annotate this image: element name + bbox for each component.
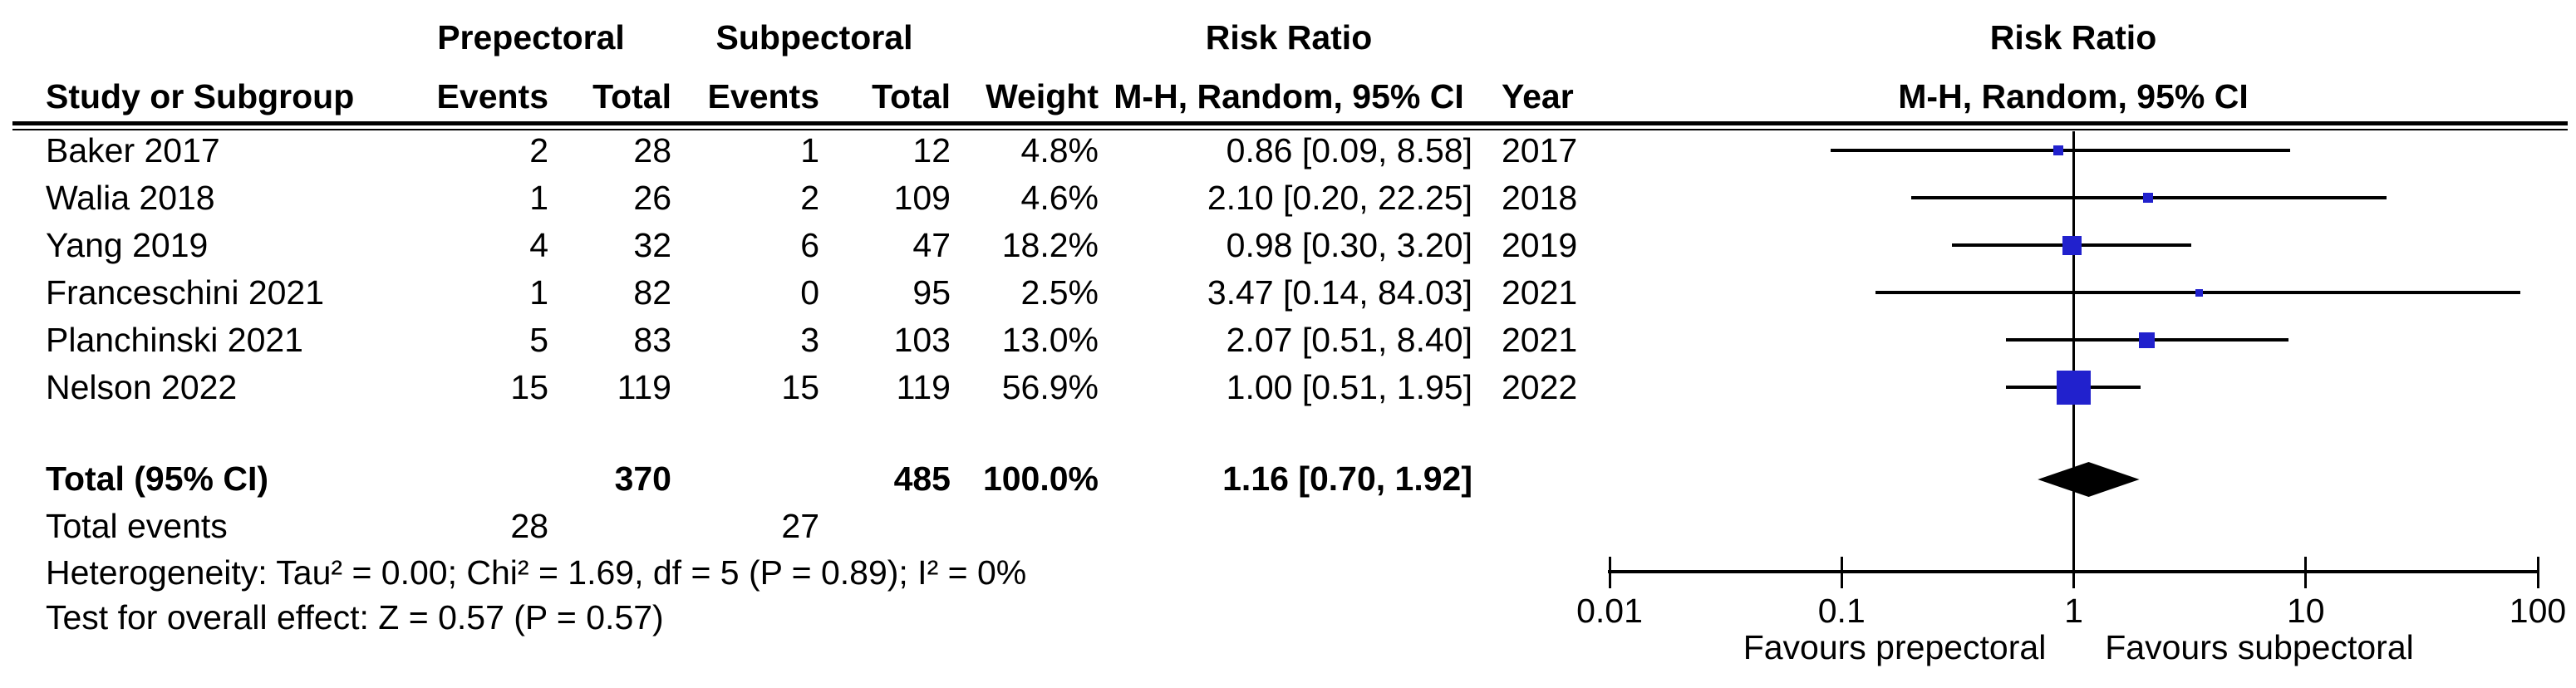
total-2: 47 xyxy=(912,226,951,264)
weight-sum: 100.0% xyxy=(982,459,1099,498)
column-header-total-2: Total xyxy=(872,77,951,115)
events-1: 15 xyxy=(510,368,548,406)
weight: 2.5% xyxy=(1020,273,1099,312)
risk-ratio-ci: 1.00 [0.51, 1.95] xyxy=(1226,368,1472,406)
events-1: 1 xyxy=(529,273,548,312)
effect-marker xyxy=(2143,193,2154,203)
total-events-label: Total events xyxy=(46,507,228,545)
events-1: 5 xyxy=(529,321,548,359)
axis-tick xyxy=(2072,557,2075,588)
column-header-total-1: Total xyxy=(592,77,671,115)
column-header-ci-plot: M-H, Random, 95% CI xyxy=(1898,77,2249,115)
total-1: 83 xyxy=(633,321,671,359)
weight: 4.6% xyxy=(1020,179,1099,217)
overall-effect-text: Test for overall effect: Z = 0.57 (P = 0… xyxy=(46,598,664,636)
total-2: 119 xyxy=(896,368,951,406)
header-rule-thick xyxy=(12,121,2568,125)
effect-header-left: Risk Ratio xyxy=(1205,18,1373,57)
events-2: 15 xyxy=(781,368,819,406)
weight: 18.2% xyxy=(1001,226,1099,264)
group-header-subpectoral: Subpectoral xyxy=(715,18,913,57)
risk-ratio-ci: 2.07 [0.51, 8.40] xyxy=(1226,321,1472,359)
effect-marker xyxy=(2139,332,2156,348)
effect-marker xyxy=(2062,235,2082,255)
year: 2019 xyxy=(1502,226,1578,264)
year: 2017 xyxy=(1502,131,1578,170)
total-events-1: 28 xyxy=(510,507,548,545)
axis-tick xyxy=(1608,557,1611,588)
events-2: 3 xyxy=(800,321,819,359)
study-label: Baker 2017 xyxy=(46,131,220,170)
pooled-risk-ratio-ci: 1.16 [0.70, 1.92] xyxy=(1222,459,1472,498)
pooled-diamond xyxy=(2038,462,2140,497)
total-1: 119 xyxy=(617,368,671,406)
heterogeneity-text: Heterogeneity: Tau² = 0.00; Chi² = 1.69,… xyxy=(46,553,1027,592)
column-header-events-1: Events xyxy=(436,77,548,115)
group-header-prepectoral: Prepectoral xyxy=(437,18,625,57)
weight: 56.9% xyxy=(1001,368,1099,406)
favours-left-label: Favours prepectoral xyxy=(1743,628,2047,666)
risk-ratio-ci: 3.47 [0.14, 84.03] xyxy=(1207,273,1472,312)
total-2-sum: 485 xyxy=(893,459,951,498)
year: 2021 xyxy=(1502,273,1578,312)
effect-marker xyxy=(2057,370,2091,405)
study-label: Yang 2019 xyxy=(46,226,209,264)
events-2: 1 xyxy=(800,131,819,170)
effect-marker xyxy=(2195,288,2203,297)
total-2: 12 xyxy=(912,131,951,170)
study-label: Franceschini 2021 xyxy=(46,273,325,312)
risk-ratio-ci: 2.10 [0.20, 22.25] xyxy=(1207,179,1472,217)
axis-tick-label: 100 xyxy=(2509,592,2567,630)
total-1: 82 xyxy=(633,273,671,312)
column-header-year: Year xyxy=(1502,77,1574,115)
total-label: Total (95% CI) xyxy=(46,459,269,498)
study-label: Planchinski 2021 xyxy=(46,321,303,359)
events-1: 2 xyxy=(529,131,548,170)
events-1: 1 xyxy=(529,179,548,217)
weight: 4.8% xyxy=(1020,131,1099,170)
column-header-study: Study or Subgroup xyxy=(46,77,355,115)
total-1: 28 xyxy=(633,131,671,170)
total-2: 103 xyxy=(893,321,951,359)
header-rule-thin xyxy=(12,129,2568,130)
axis-tick xyxy=(1840,557,1843,588)
total-1-sum: 370 xyxy=(614,459,671,498)
total-2: 109 xyxy=(893,179,951,217)
axis-tick xyxy=(2536,557,2539,588)
year: 2022 xyxy=(1502,368,1578,406)
column-header-events-2: Events xyxy=(707,77,819,115)
total-1: 32 xyxy=(633,226,671,264)
events-1: 4 xyxy=(529,226,548,264)
study-label: Nelson 2022 xyxy=(46,368,238,406)
total-events-2: 27 xyxy=(781,507,819,545)
axis-tick-label: 0.1 xyxy=(1817,592,1866,630)
column-header-weight: Weight xyxy=(986,77,1099,115)
total-1: 26 xyxy=(633,179,671,217)
column-header-ci: M-H, Random, 95% CI xyxy=(1113,77,1464,115)
events-2: 0 xyxy=(800,273,819,312)
events-2: 6 xyxy=(800,226,819,264)
year: 2018 xyxy=(1502,179,1578,217)
axis-tick-label: 0.01 xyxy=(1576,592,1643,630)
null-line xyxy=(2072,131,2075,573)
effect-marker xyxy=(2053,145,2064,155)
favours-right-label: Favours subpectoral xyxy=(2105,628,2414,666)
effect-header-plot: Risk Ratio xyxy=(1989,18,2157,57)
axis-tick xyxy=(2304,557,2308,588)
year: 2021 xyxy=(1502,321,1578,359)
total-2: 95 xyxy=(912,273,951,312)
risk-ratio-ci: 0.86 [0.09, 8.58] xyxy=(1226,131,1472,170)
weight: 13.0% xyxy=(1001,321,1099,359)
risk-ratio-ci: 0.98 [0.30, 3.20] xyxy=(1226,226,1472,264)
axis-tick-label: 1 xyxy=(2064,592,2083,630)
events-2: 2 xyxy=(800,179,819,217)
axis-tick-label: 10 xyxy=(2286,592,2325,630)
study-label: Walia 2018 xyxy=(46,179,215,217)
